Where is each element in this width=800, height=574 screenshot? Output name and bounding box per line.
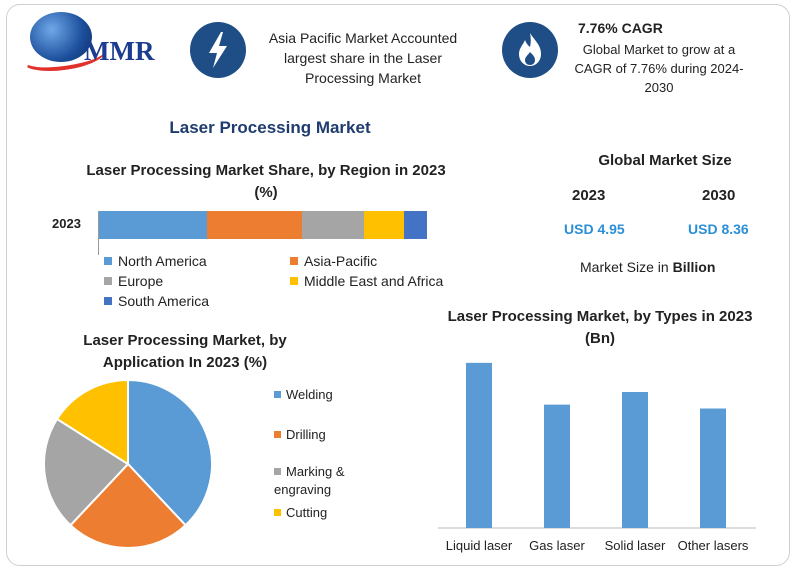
region-bar-segment-middle-east-and-africa: [364, 211, 404, 239]
cagr-text: Global Market to grow at a CAGR of 7.76%…: [574, 42, 744, 95]
global-market-unit-note: Market Size in Billion: [580, 259, 716, 275]
pie-legend-cutting: Cutting: [274, 504, 374, 522]
types-tick-label: Gas laser: [529, 538, 585, 553]
legend-swatch: [274, 468, 281, 475]
cagr-title: 7.76% CAGR: [578, 20, 663, 36]
pie-slice-drilling: [69, 462, 187, 549]
legend-swatch: [104, 277, 112, 285]
region-bar-segment-europe: [301, 211, 365, 239]
legend-item-mea: Middle East and Africa: [290, 273, 443, 289]
pie-slice-welding: [127, 378, 213, 527]
global-market-title: Global Market Size: [598, 152, 732, 169]
application-chart-title: Laser Processing Market, by Application …: [83, 332, 287, 371]
legend-item-europe: Europe: [104, 273, 163, 289]
types-tick-label: Liquid laser: [446, 538, 513, 553]
types-chart-title: Laser Processing Market, by Types in 202…: [447, 308, 753, 347]
legend-swatch: [104, 297, 112, 305]
types-bar-gas-laser: [544, 404, 570, 528]
pie-legend-marking: Marking & engraving: [274, 464, 345, 497]
legend-swatch: [274, 509, 281, 516]
page-title: Laser Processing Market: [169, 118, 371, 137]
global-market-value-2030: USD 8.36: [688, 221, 749, 237]
types-tick-label: Other lasers: [678, 538, 749, 553]
global-market-year-2023: 2023: [572, 187, 606, 204]
legend-swatch: [290, 277, 298, 285]
legend-item-south-america: South America: [104, 293, 209, 309]
region-chart-title: Laser Processing Market Share, by Region…: [86, 162, 446, 201]
application-pie-chart: [43, 378, 213, 549]
types-tick-label: Solid laser: [605, 538, 666, 553]
region-bar-segment-south-america: [403, 211, 427, 239]
logo-text: MMR: [84, 36, 155, 66]
types-bar-other-lasers: [700, 408, 726, 528]
global-market-value-2023: USD 4.95: [564, 221, 625, 237]
pie-legend-welding: Welding: [274, 386, 374, 404]
globe-icon: [30, 12, 92, 62]
pie-slice-cutting: [55, 378, 129, 466]
types-bar-solid-laser: [622, 392, 648, 528]
region-axis-line: [98, 211, 99, 255]
region-bar-category: 2023: [52, 216, 81, 231]
flame-icon: [502, 22, 558, 78]
legend-swatch: [274, 431, 281, 438]
legend-swatch: [274, 391, 281, 398]
global-market-year-2030: 2030: [702, 187, 736, 204]
lightning-icon: [190, 22, 246, 78]
legend-swatch: [104, 257, 112, 265]
types-bar-liquid-laser: [466, 362, 492, 528]
legend-swatch: [290, 257, 298, 265]
types-bar-chart: Liquid laser Gas laser Solid laser Other la…: [438, 362, 756, 553]
region-stacked-bar: [98, 211, 427, 239]
legend-item-north-america: North America: [104, 253, 207, 269]
region-bar-segment-asia-pacific: [206, 211, 302, 239]
pie-legend-drilling: Drilling: [274, 426, 374, 444]
region-highlight-text: Asia Pacific Market Accounted largest sh…: [268, 30, 458, 86]
region-bar-segment-north-america: [98, 211, 207, 239]
pie-slice-marking-engraving: [43, 417, 130, 527]
legend-item-asia-pacific: Asia-Pacific: [290, 253, 377, 269]
